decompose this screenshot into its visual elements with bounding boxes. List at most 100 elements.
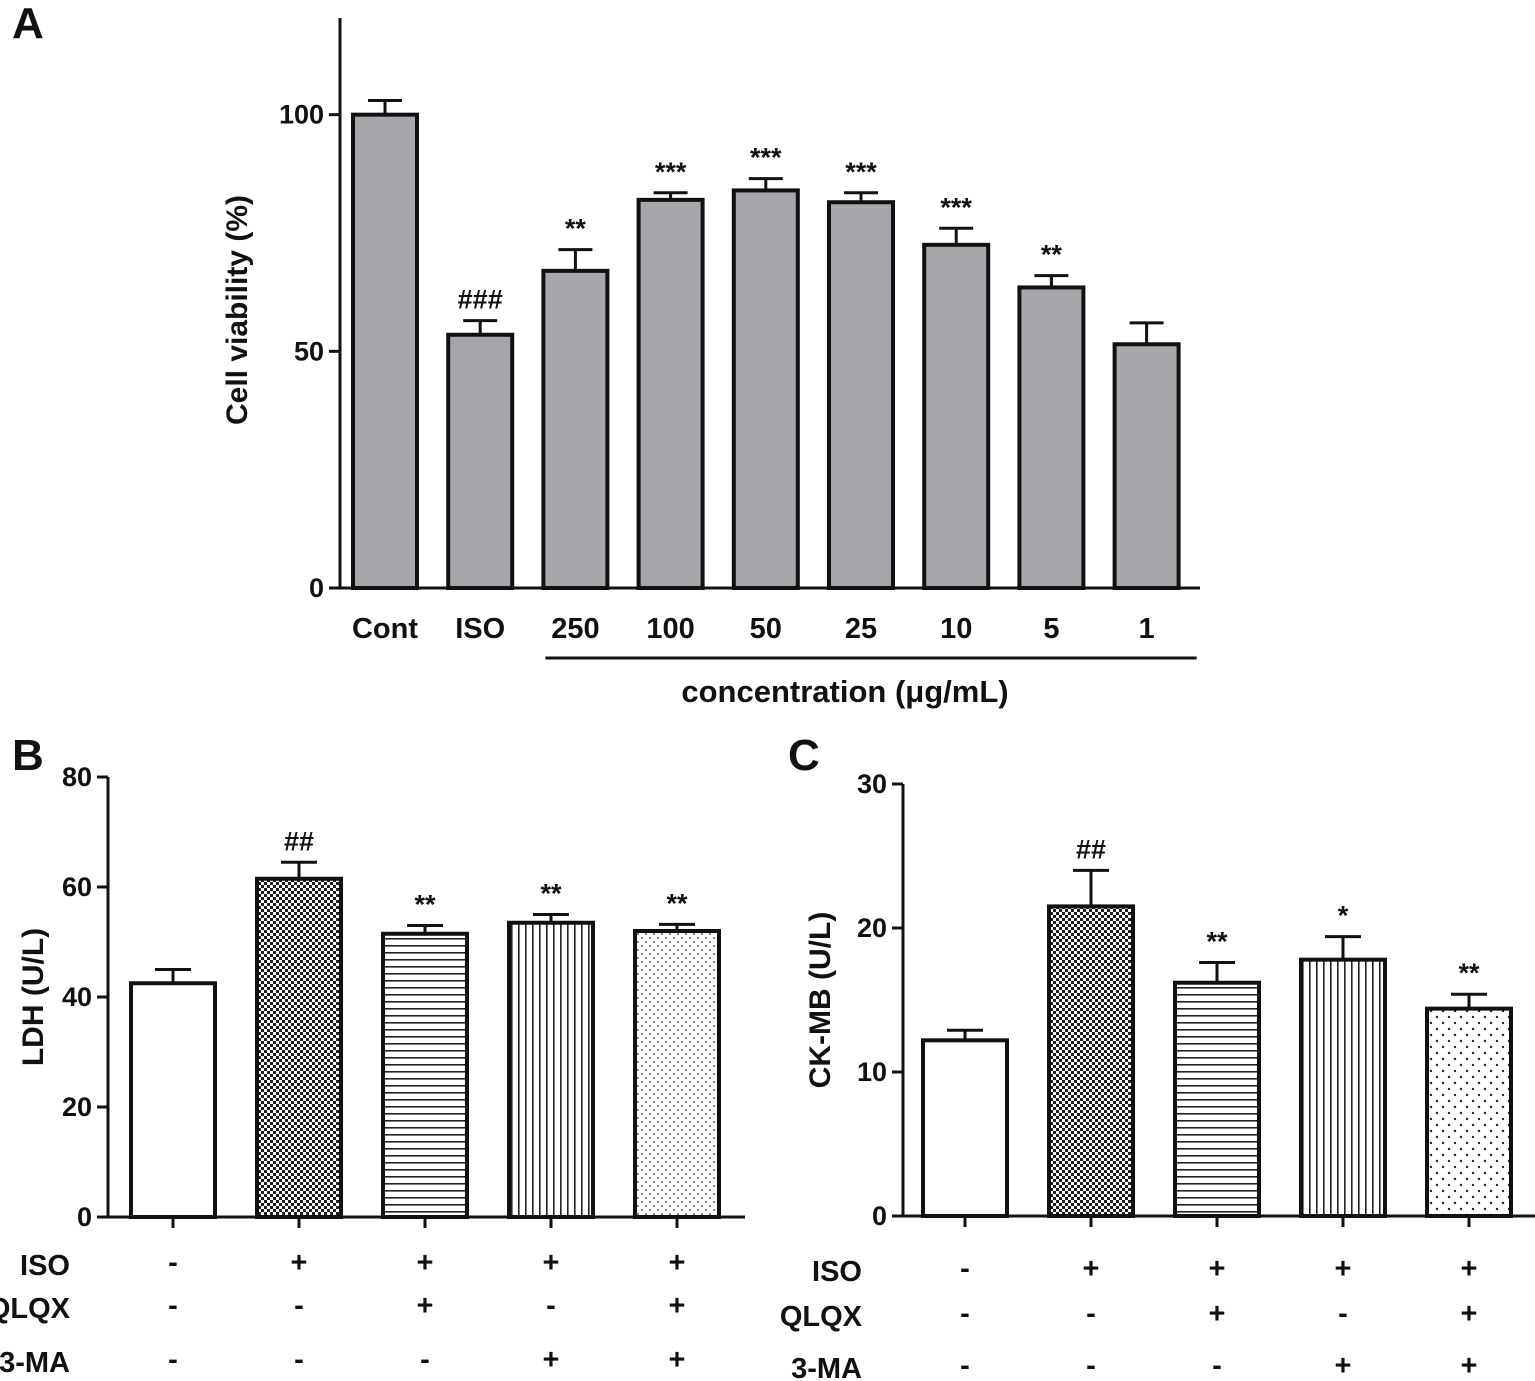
x-category-label: 50 [750, 613, 782, 645]
condition-sign: - [168, 1344, 178, 1376]
condition-sign: - [960, 1253, 970, 1285]
significance-label: *** [655, 157, 687, 187]
x-category-label: 5 [1043, 613, 1059, 645]
y-tick-label: 20 [62, 1092, 92, 1122]
panel-a: A Cell viability (%) concentration (μg/m… [12, 0, 1200, 709]
y-tick-label: 60 [62, 872, 92, 902]
y-tick-label: 50 [294, 336, 324, 366]
bar [1425, 1006, 1513, 1219]
panel-c-letter: C [788, 731, 820, 780]
bar [381, 931, 469, 1219]
condition-sign: + [1461, 1298, 1478, 1330]
condition-row-label: 3-MA [0, 1347, 70, 1379]
condition-sign: + [417, 1290, 434, 1322]
y-tick-label: 100 [279, 100, 324, 130]
bar [921, 1038, 1009, 1218]
bar [1299, 957, 1387, 1218]
condition-row-label: QLQX [780, 1301, 863, 1333]
condition-sign: - [960, 1298, 970, 1330]
y-tick-label: 80 [62, 762, 92, 792]
panel-b-letter: B [12, 731, 44, 780]
condition-sign: - [168, 1290, 178, 1322]
y-tick-label: 30 [857, 769, 887, 799]
panel-a-x-axis-title: concentration (μg/mL) [681, 674, 1008, 709]
condition-sign: + [1209, 1298, 1226, 1330]
bar [827, 200, 895, 590]
x-category-label: 10 [940, 613, 972, 645]
condition-sign: - [420, 1344, 430, 1376]
condition-sign: + [1335, 1253, 1352, 1285]
panel-a-y-axis-label: Cell viability (%) [221, 195, 254, 425]
bar [922, 242, 991, 590]
condition-sign: + [1209, 1253, 1226, 1285]
condition-sign: + [1083, 1253, 1100, 1285]
y-tick-label: 40 [62, 982, 92, 1012]
condition-sign: - [1086, 1298, 1096, 1330]
bar [633, 929, 721, 1219]
condition-sign: - [1338, 1298, 1348, 1330]
condition-sign: - [1086, 1350, 1096, 1381]
significance-label: * [1338, 901, 1349, 931]
significance-label: *** [940, 192, 972, 222]
significance-label: *** [845, 157, 877, 187]
condition-sign: - [294, 1344, 304, 1376]
significance-label: ** [666, 888, 688, 918]
y-tick-label: 10 [857, 1057, 887, 1087]
bar [1017, 285, 1086, 590]
condition-row-label: QLQX [0, 1293, 71, 1325]
bar [446, 332, 515, 590]
significance-label: ** [540, 879, 562, 909]
y-tick-label: 0 [77, 1202, 92, 1232]
bar [351, 112, 419, 591]
condition-row-label: ISO [20, 1250, 70, 1282]
x-category-label: Cont [352, 613, 418, 645]
condition-sign: - [546, 1290, 556, 1322]
condition-sign: + [543, 1344, 560, 1376]
bar [1112, 342, 1181, 590]
significance-label: ** [1206, 927, 1228, 957]
bar [1047, 904, 1135, 1219]
significance-label: ## [284, 826, 314, 856]
condition-sign: - [294, 1290, 304, 1322]
condition-row-label: ISO [812, 1256, 862, 1288]
panel-b: B LDH (U/L) 0 20 40 60 80 ## ** ** ** ISO - + + + + QLQ… [0, 731, 745, 1379]
condition-sign: + [1461, 1350, 1478, 1381]
bar [129, 981, 217, 1219]
bar [1173, 980, 1261, 1218]
bar [541, 268, 610, 590]
condition-sign: + [669, 1344, 686, 1376]
bar [731, 188, 800, 590]
significance-label: ** [565, 214, 587, 244]
condition-sign: - [960, 1350, 970, 1381]
condition-sign: + [669, 1290, 686, 1322]
condition-sign: + [417, 1247, 434, 1279]
y-tick-label: 0 [872, 1201, 887, 1231]
condition-sign: + [1335, 1350, 1352, 1381]
panel-a-letter: A [12, 0, 44, 48]
y-tick-label: 20 [857, 913, 887, 943]
bar [507, 920, 595, 1219]
significance-label: *** [750, 143, 782, 173]
condition-sign: + [291, 1247, 308, 1279]
x-category-label: ISO [455, 613, 505, 645]
y-tick-label: 0 [309, 573, 324, 603]
bar [636, 197, 705, 590]
significance-label: ** [1041, 240, 1063, 270]
condition-sign: + [669, 1247, 686, 1279]
significance-label: ** [414, 890, 436, 920]
condition-sign: + [1461, 1253, 1478, 1285]
condition-sign: - [1212, 1350, 1222, 1381]
x-category-label: 1 [1139, 613, 1155, 645]
significance-label: ** [1458, 958, 1480, 988]
x-category-label: 100 [646, 613, 694, 645]
significance-label: ## [1076, 834, 1106, 864]
x-category-label: 25 [845, 613, 877, 645]
panel-b-y-axis-label: LDH (U/L) [17, 928, 50, 1066]
significance-label: ### [458, 285, 503, 315]
condition-sign: + [543, 1247, 560, 1279]
condition-sign: - [168, 1247, 178, 1279]
x-category-label: 250 [551, 613, 599, 645]
condition-row-label: 3-MA [791, 1353, 862, 1381]
